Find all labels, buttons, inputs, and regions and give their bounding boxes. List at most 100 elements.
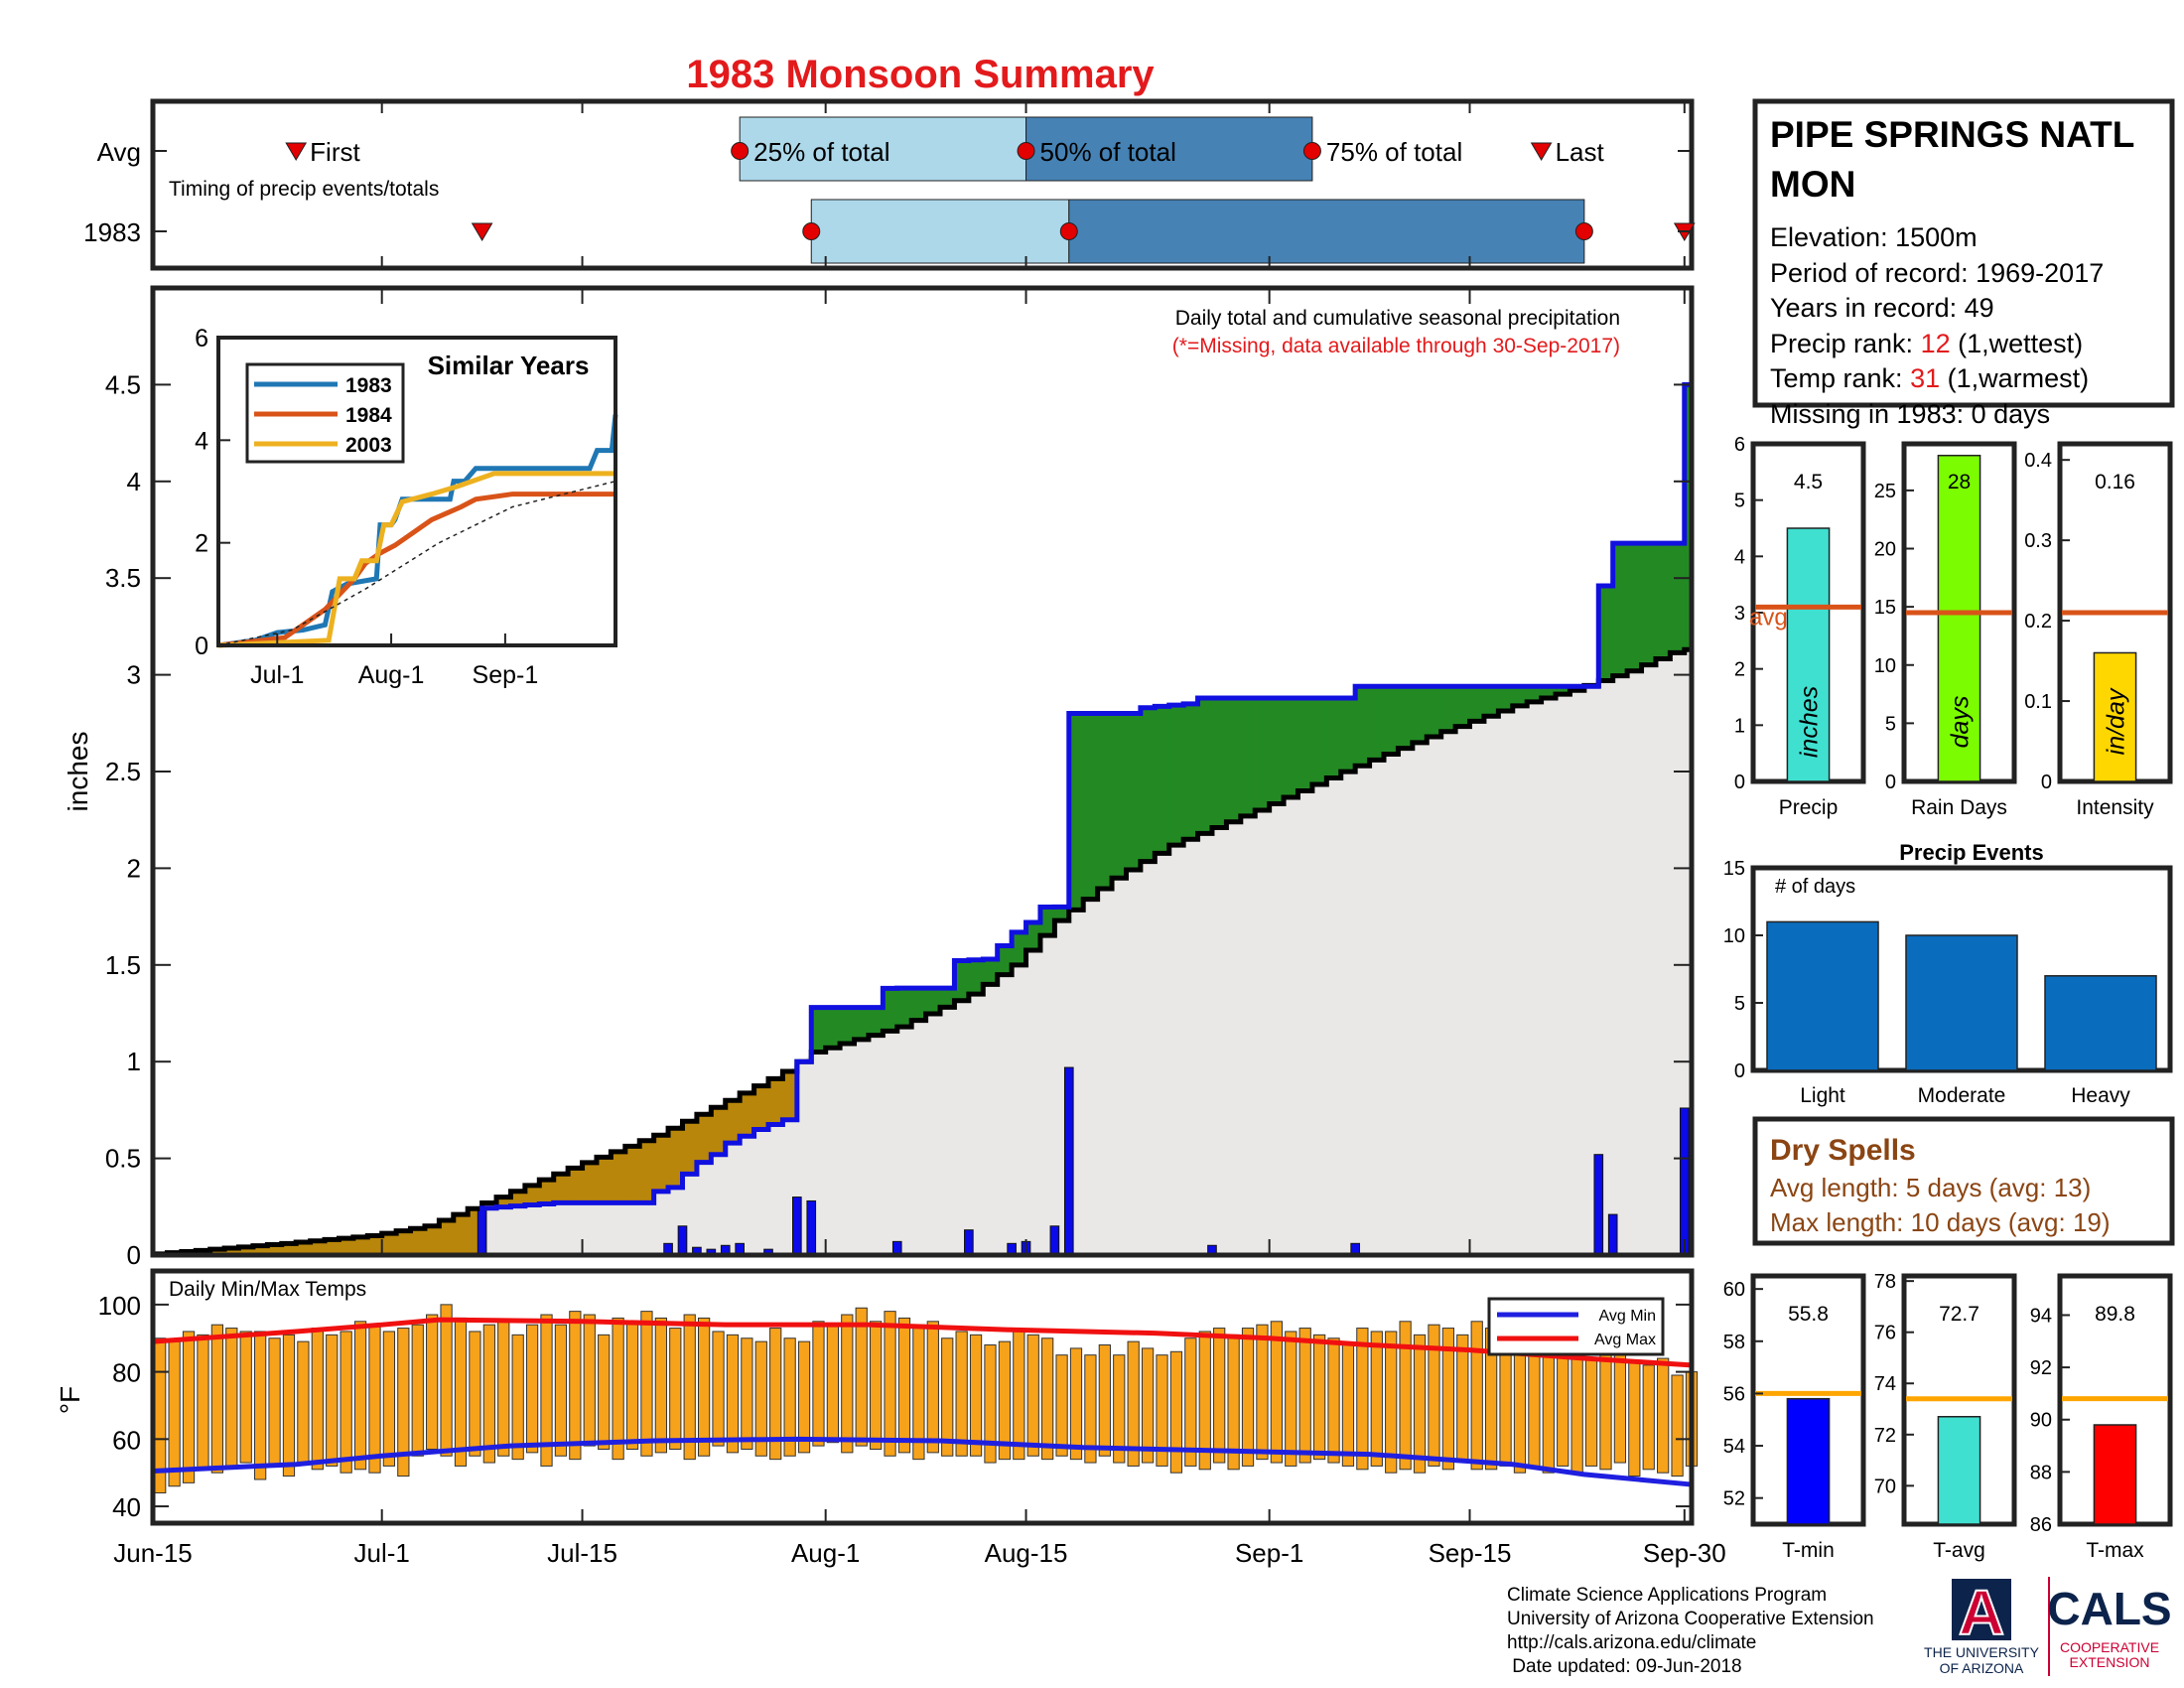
- stat-category-label: Intensity: [2076, 796, 2154, 819]
- above-average-fill: [932, 988, 941, 1014]
- above-average-fill: [1347, 697, 1356, 773]
- precip-note: Daily total and cumulative seasonal prec…: [1175, 307, 1620, 330]
- below-average-fill: [704, 1114, 712, 1163]
- events-bar-heavy: [2044, 975, 2157, 1071]
- daily-temp-range-bar: [1241, 1328, 1255, 1467]
- below-average-fill: [689, 1121, 698, 1175]
- avg-min-temp-line: [152, 1436, 1693, 1487]
- below-average-fill: [747, 1092, 755, 1137]
- obs-timing-50-75-bar: [1068, 199, 1585, 264]
- inset-y-tick-label: 2: [195, 530, 208, 558]
- above-average-fill: [1483, 686, 1492, 717]
- daily-temp-range-bar: [1013, 1331, 1025, 1461]
- below-average-fill: [339, 1238, 347, 1255]
- below-average-fill: [231, 1247, 240, 1255]
- date-x-tick-label: Sep-30: [1643, 1538, 1726, 1568]
- stat-y-tick-label: 54: [1723, 1436, 1745, 1458]
- above-average-fill: [1240, 697, 1249, 816]
- above-average-fill: [889, 988, 898, 1032]
- below-average-fill: [403, 1230, 412, 1255]
- stat-category-label: Rain Days: [1911, 796, 2007, 819]
- daily-precip-bar: [1607, 1213, 1618, 1256]
- above-average-fill: [847, 1007, 856, 1045]
- above-average-fill: [861, 1007, 870, 1040]
- above-average-fill: [1004, 945, 1013, 975]
- stat-panel-t-avg: 70 72 74 76 78 72.7 T-avg: [1874, 1271, 2017, 1562]
- above-average-fill: [1420, 686, 1428, 743]
- stat-y-tick-label: 0: [1734, 772, 1745, 793]
- below-average-fill: [245, 1246, 254, 1255]
- stat-y-tick-label: 70: [1874, 1476, 1896, 1497]
- stat-value-label: 0.16: [2095, 471, 2135, 493]
- below-average-fill: [281, 1243, 290, 1255]
- temp-y-tick-label: 40: [112, 1492, 141, 1522]
- daily-temp-range-bar: [1184, 1337, 1197, 1467]
- above-average-fill: [1269, 697, 1278, 804]
- stat-y-tick-label: 94: [2030, 1305, 2052, 1327]
- stat-y-tick-label: 0.4: [2024, 450, 2052, 472]
- temp-y-tick-label: 100: [98, 1291, 141, 1321]
- daily-temp-range-bar: [168, 1340, 181, 1487]
- footer-line2: University of Arizona Cooperative Extens…: [1507, 1609, 1874, 1629]
- above-average-fill: [1469, 686, 1478, 722]
- below-average-fill: [252, 1245, 261, 1255]
- stat-unit-label: in/day: [2103, 687, 2130, 755]
- below-average-fill: [668, 1128, 676, 1188]
- daily-temp-range-bar: [754, 1340, 767, 1457]
- above-average-fill: [868, 1007, 877, 1036]
- date-x-tick-label: Jul-1: [354, 1538, 410, 1568]
- stat-y-tick-label: 5: [1734, 491, 1745, 512]
- daily-temp-range-bar: [870, 1321, 883, 1450]
- above-average-fill: [1455, 686, 1463, 727]
- above-average-fill: [1054, 907, 1063, 921]
- above-average-fill: [840, 1007, 848, 1045]
- daily-temp-range-bar: [884, 1311, 896, 1457]
- above-average-fill: [1362, 686, 1371, 767]
- above-average-fill: [883, 988, 891, 1032]
- figure-title: 1983 Monsoon Summary: [686, 53, 1155, 96]
- daily-temp-range-bar: [984, 1344, 997, 1464]
- daily-temp-range-bar: [640, 1311, 653, 1457]
- obs-50pct-marker: [1059, 222, 1078, 240]
- above-average-fill: [1190, 703, 1199, 840]
- precip-y-tick-label: 1: [127, 1047, 141, 1076]
- dry-spells-avg-length: Avg length: 5 days (avg: 13): [1770, 1173, 2091, 1202]
- footer-line1: Climate Science Applications Program: [1507, 1585, 1827, 1606]
- above-average-fill: [1326, 697, 1335, 778]
- below-average-fill: [388, 1233, 397, 1255]
- daily-temp-range-bar: [583, 1314, 596, 1447]
- temp-panel-title: Daily Min/Max Temps: [169, 1278, 366, 1301]
- above-average-fill: [1204, 698, 1213, 834]
- below-average-fill: [410, 1228, 419, 1255]
- daily-temp-range-bar: [497, 1321, 510, 1457]
- daily-temp-range-bar: [998, 1340, 1012, 1461]
- ua-logo-line1: THE UNIVERSITY: [1924, 1644, 2040, 1660]
- avg-max-temp-line: [152, 1317, 1693, 1368]
- events-category-label: Moderate: [1918, 1084, 2006, 1107]
- daily-temp-range-bar: [197, 1334, 209, 1471]
- below-average-fill: [725, 1100, 734, 1144]
- stat-y-tick-label: 10: [1874, 655, 1896, 677]
- above-average-fill: [1039, 907, 1048, 936]
- below-average-fill: [696, 1114, 705, 1163]
- below-average-fill: [632, 1146, 640, 1203]
- below-average-fill: [424, 1225, 433, 1255]
- footer-credits: Climate Science Applications Program Uni…: [1507, 1585, 1874, 1677]
- above-average-fill: [1491, 686, 1499, 717]
- above-average-fill: [1068, 713, 1077, 911]
- temp-y-tick-label: 80: [112, 1358, 141, 1388]
- cals-logo-line1: COOPERATIVE: [2060, 1639, 2159, 1655]
- below-average-fill: [732, 1100, 741, 1144]
- stat-panel-t-min: 52 54 56 58 60 55.8 T-min: [1723, 1273, 1866, 1562]
- above-average-fill: [1083, 713, 1092, 900]
- cals-logo: CALS COOPERATIVE EXTENSION: [2047, 1583, 2171, 1670]
- dry-spells-box: Dry Spells Avg length: 5 days (avg: 13) …: [1752, 1116, 2175, 1246]
- missing-data-note: (*=Missing, data available through 30-Se…: [1172, 335, 1620, 357]
- above-average-fill: [854, 1007, 863, 1040]
- above-average-fill: [1262, 697, 1271, 811]
- legend-label-avg-min: Avg Min: [1598, 1308, 1656, 1325]
- below-average-fill: [446, 1219, 455, 1255]
- above-average-fill: [1605, 585, 1614, 681]
- daily-temp-range-bar: [1055, 1354, 1068, 1457]
